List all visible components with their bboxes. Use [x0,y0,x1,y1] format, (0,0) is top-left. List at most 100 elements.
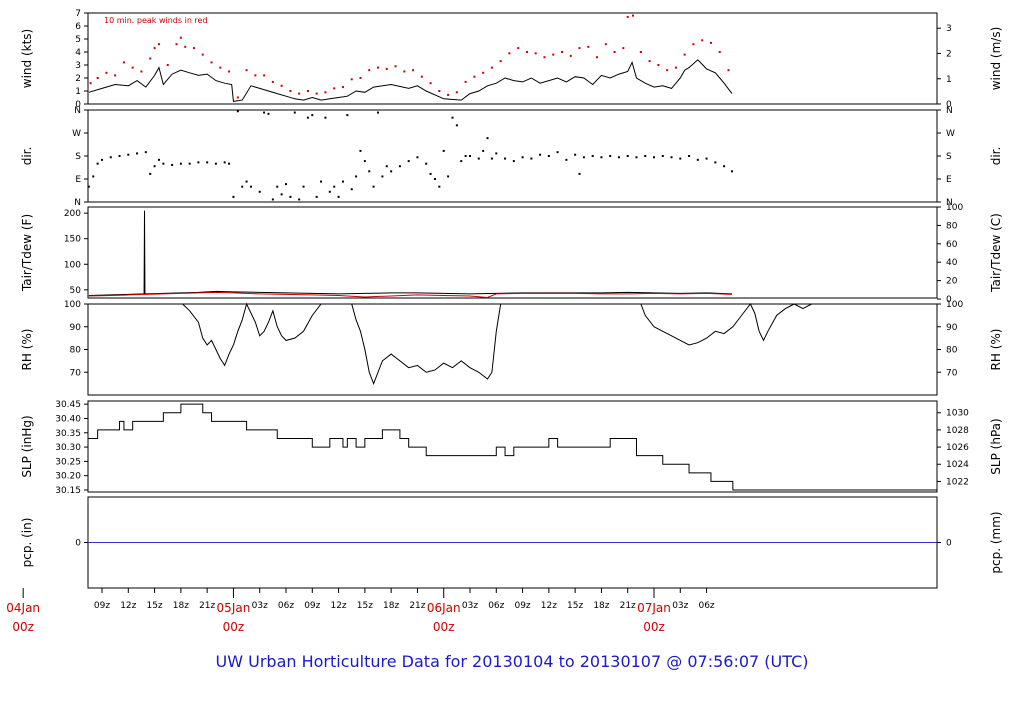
dir-series-0-point [696,158,699,161]
dir-right-tick-label: E [946,175,952,185]
dir-series-0-point [381,175,384,178]
dir-series-0-point [285,183,288,186]
x-hour-tick-label: 03z [462,601,478,611]
x-hour-tick-label: 09z [94,601,110,611]
wind-series-1-point [122,61,125,64]
dir-series-0-point [377,111,380,114]
wind-y-axis-title-left: wind (kts) [20,29,34,88]
wind-series-1-point [175,43,178,46]
dir-series-0-point [87,185,90,188]
dir-series-0-point [582,156,585,159]
wind-left-tick-label: 6 [75,22,81,32]
wind-series-1-point [534,52,537,55]
wind-series-1-point [105,71,108,74]
dir-left-tick-label: N [74,106,81,116]
dir-series-0-point [429,172,432,175]
wind-series-1-point [718,51,721,53]
rh-left-tick-label: 90 [70,323,82,333]
peak-wind-annotation: 10 min. peak winds in red [104,16,208,25]
wind-right-tick-label: 1 [946,75,952,85]
wind-panel-frame [87,12,938,105]
dir-series-0-point [372,185,375,188]
wind-series-1-point [499,60,502,63]
x-day-tick-date: 05Jan [217,601,251,615]
temp-right-tick-label: 60 [946,240,958,250]
dir-series-0-point [363,160,366,163]
x-day-tick-date: 04Jan [6,601,40,615]
x-hour-tick-label: 21z [199,601,215,611]
dir-series-0-point [197,161,200,164]
temp-series-0-line [88,210,732,296]
dir-series-0-point [617,156,620,159]
dir-series-0-point [280,193,283,196]
wind-series-1-point [613,51,616,53]
tick-layer: 012345670123NESWNNESWN501001502000204060… [55,9,969,549]
wind-series-1-point [525,51,528,53]
x-hour-tick-label: 03z [672,601,688,611]
dir-series-0-point [539,153,542,156]
dir-series-0-point [723,165,726,168]
dir-series-0-point [385,165,388,168]
x-day-tick-time: 00z [643,620,665,634]
wind-series-1-point [674,66,677,69]
wind-series-1-point [298,92,301,95]
dir-series-0-point [228,162,231,165]
x-axis: 09z 12z 15z 18z 21z 03z 06z 09z 12z 15z 18z 21z 03z 0… [6,588,715,634]
rh-y-axis-title-left: RH (%) [20,329,34,371]
x-hour-tick-label: 15z [567,601,583,611]
wind-series-1-point [89,82,92,85]
wind-series-1-point [184,45,187,48]
dir-series-0-point [482,149,485,152]
wind-series-1-point [280,84,283,87]
dir-right-tick-label: N [946,106,953,116]
wind-series-1-point [179,36,182,39]
wind-series-1-point [517,47,520,50]
temp-right-tick-label: 0 [946,295,952,305]
dir-series-0-point [298,198,301,201]
dir-series-0-point [311,114,314,117]
pcp-left-tick-label: 0 [75,539,81,549]
wind-series-1-point [359,77,362,79]
x-hour-tick-label: 03z [252,601,268,611]
wind-series-1-point [350,78,353,81]
wind-series-1-point [692,43,695,46]
slp-series-0-line [88,403,937,491]
wind-series-1-point [166,64,169,66]
rh-panel-frame [87,303,938,396]
temp-y-axis-title-left: Tair/Tdew (F) [20,214,34,292]
dir-left-tick-label: S [75,152,81,162]
dir-series-0-point [355,175,358,178]
dir-series-0-point [451,116,454,119]
temp-left-tick-label: 150 [64,235,81,245]
x-hour-tick-label: 15z [357,601,373,611]
dir-series-0-point [171,163,174,166]
wind-series-1-point [149,57,152,60]
dir-series-0-point [670,156,673,159]
dir-series-0-point [714,161,717,164]
wind-series-1-point [543,56,546,59]
wind-left-tick-label: 2 [75,74,81,84]
wind-series-1-point [709,41,712,44]
slp-left-tick-label: 30.20 [55,472,81,482]
dir-series-0-point [271,198,274,201]
dir-series-0-point [730,170,733,173]
dir-series-0-point [574,153,577,156]
wind-series-1-point [438,90,441,92]
x-hour-tick-label: 12z [541,601,557,611]
dir-series-0-point [486,137,489,140]
dir-series-0-point [390,170,393,173]
x-hour-tick-label: 21z [620,601,636,611]
temp-series-1-line [88,291,732,298]
panel-frames [87,12,938,589]
dir-series-0-point [407,160,410,163]
slp-right-tick-label: 1030 [946,409,969,419]
dir-series-0-point [530,157,533,160]
slp-left-tick-label: 30.25 [55,457,81,467]
rh-left-tick-label: 70 [70,368,82,378]
wind-series-1-point [552,53,555,56]
dir-series-0-point [644,155,647,157]
temp-y-axis-title-right: Tair/Tdew (C) [989,213,1003,293]
wind-y-axis-title-right: wind (m/s) [989,27,1003,91]
wind-series-1-point [639,51,642,53]
